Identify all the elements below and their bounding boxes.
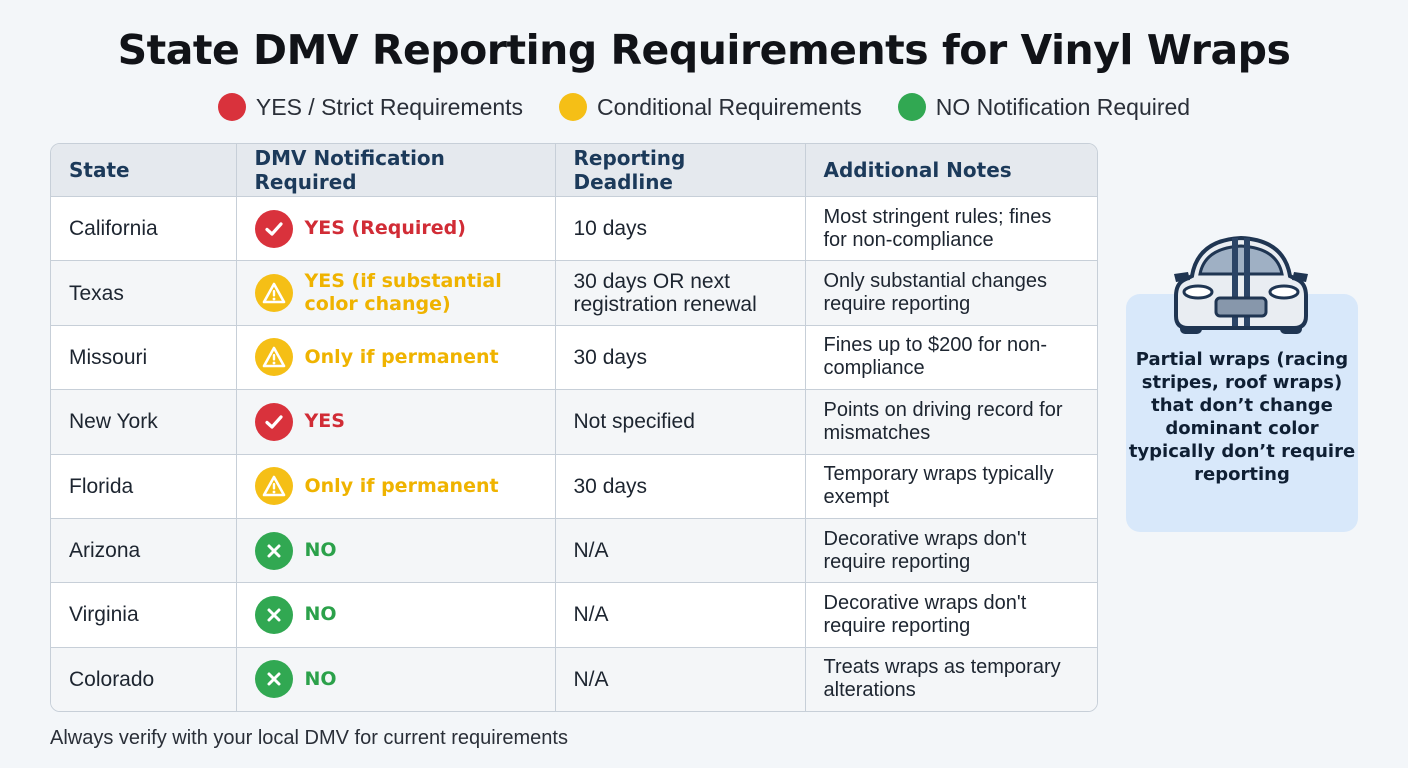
- warning-icon: [254, 467, 293, 506]
- status-text: YES (if substantial color change): [304, 270, 502, 316]
- notes-cell: Decorative wraps don't require reporting: [805, 582, 1097, 648]
- notification-cell: YES: [236, 389, 556, 455]
- deadline-cell: N/A: [555, 647, 806, 711]
- status-text: YES: [304, 410, 345, 433]
- notification-cell: NO: [236, 518, 556, 584]
- deadline-cell: Not specified: [555, 389, 806, 455]
- status-badge: NO: [254, 531, 537, 570]
- legend-item-conditional: Conditional Requirements: [559, 93, 862, 121]
- requirements-table: State DMV Notification Required Reportin…: [50, 143, 1098, 712]
- notification-cell: NO: [236, 582, 556, 648]
- x-icon: [254, 660, 293, 699]
- status-text: Only if permanent: [304, 345, 499, 368]
- table-row: New York YES Not specified Points on drivin…: [51, 389, 1097, 455]
- status-badge: Only if permanent: [254, 467, 537, 506]
- car-icon: [1174, 235, 1308, 334]
- notes-cell: Only substantial changes require reporti…: [805, 260, 1097, 326]
- status-text: YES (Required): [304, 217, 466, 240]
- notification-cell: YES (Required): [236, 196, 556, 262]
- notification-cell: Only if permanent: [236, 454, 556, 519]
- green-dot-icon: [897, 93, 926, 121]
- state-cell: Texas: [51, 260, 237, 326]
- state-cell: New York: [51, 389, 237, 455]
- deadline-cell: N/A: [555, 518, 806, 584]
- table-row: Arizona NO N/A Decorative wraps don't requi…: [51, 518, 1097, 584]
- header-notification: DMV Notification Required: [236, 144, 556, 197]
- state-cell: California: [51, 196, 237, 262]
- deadline-cell: 30 days OR next registration renewal: [555, 260, 806, 326]
- table-header-row: State DMV Notification Required Reportin…: [51, 144, 1097, 197]
- page-title: State DMV Reporting Requirements for Vin…: [117, 26, 1291, 74]
- header-state: State: [51, 144, 237, 197]
- header-deadline: Reporting Deadline: [555, 144, 806, 197]
- footnote: Always verify with your local DMV for cu…: [50, 727, 568, 749]
- deadline-cell: N/A: [555, 582, 806, 648]
- state-cell: Florida: [51, 454, 237, 519]
- yellow-dot-icon: [559, 93, 588, 121]
- x-icon: [254, 531, 293, 570]
- table-row: California YES (Required) 10 days Most stri…: [51, 196, 1097, 262]
- notes-cell: Temporary wraps typically exempt: [805, 454, 1097, 519]
- deadline-cell: 30 days: [555, 325, 806, 391]
- legend-label: Conditional Requirements: [597, 93, 862, 120]
- notes-cell: Most stringent rules; fines for non-comp…: [805, 196, 1097, 262]
- legend-item-strict: YES / Strict Requirements: [217, 93, 524, 121]
- status-badge: NO: [254, 660, 537, 699]
- table-row: Colorado NO N/A Treats wraps as temporary a…: [51, 647, 1097, 711]
- warning-icon: [254, 338, 293, 377]
- legend-item-none: NO Notification Required: [897, 93, 1191, 121]
- warning-icon: [254, 274, 293, 313]
- deadline-cell: 10 days: [555, 196, 806, 262]
- status-badge: YES (if substantial color change): [254, 270, 537, 316]
- status-text: Only if permanent: [304, 474, 499, 497]
- table-row: Florida Only if permanent 30 days Temporary…: [51, 454, 1097, 519]
- table-row: Virginia NO N/A Decorative wraps don't requ…: [51, 582, 1097, 648]
- state-cell: Missouri: [51, 325, 237, 391]
- notes-cell: Fines up to $200 for non-compliance: [805, 325, 1097, 391]
- status-badge: YES: [254, 402, 537, 441]
- table-row: Texas YES (if substantial color change) 30…: [51, 260, 1097, 326]
- notes-cell: Decorative wraps don't require reporting: [805, 518, 1097, 584]
- notification-cell: NO: [236, 647, 556, 711]
- state-cell: Arizona: [51, 518, 237, 584]
- status-badge: YES (Required): [254, 209, 537, 248]
- x-icon: [254, 595, 293, 634]
- notes-cell: Points on driving record for mismatches: [805, 389, 1097, 455]
- legend: YES / Strict Requirements Conditional Re…: [0, 93, 1408, 121]
- table-row: Missouri Only if permanent 30 days Fines up…: [51, 325, 1097, 391]
- check-icon: [254, 402, 293, 441]
- notes-cell: Treats wraps as temporary alterations: [805, 647, 1097, 711]
- state-cell: Virginia: [51, 582, 237, 648]
- legend-label: YES / Strict Requirements: [255, 93, 524, 120]
- notification-cell: Only if permanent: [236, 325, 556, 391]
- side-note-text: Partial wraps (racing stripes, roof wrap…: [1128, 349, 1356, 485]
- legend-label: NO Notification Required: [935, 93, 1191, 120]
- side-note-card: [1126, 294, 1358, 532]
- check-icon: [254, 209, 293, 248]
- status-text: NO: [304, 667, 337, 690]
- header-notes: Additional Notes: [805, 144, 1097, 197]
- status-text: NO: [304, 539, 337, 562]
- notification-cell: YES (if substantial color change): [236, 260, 556, 326]
- red-dot-icon: [217, 93, 246, 121]
- status-badge: NO: [254, 595, 537, 634]
- deadline-cell: 30 days: [555, 454, 806, 519]
- status-badge: Only if permanent: [254, 338, 537, 377]
- state-cell: Colorado: [51, 647, 237, 711]
- status-text: NO: [304, 603, 337, 626]
